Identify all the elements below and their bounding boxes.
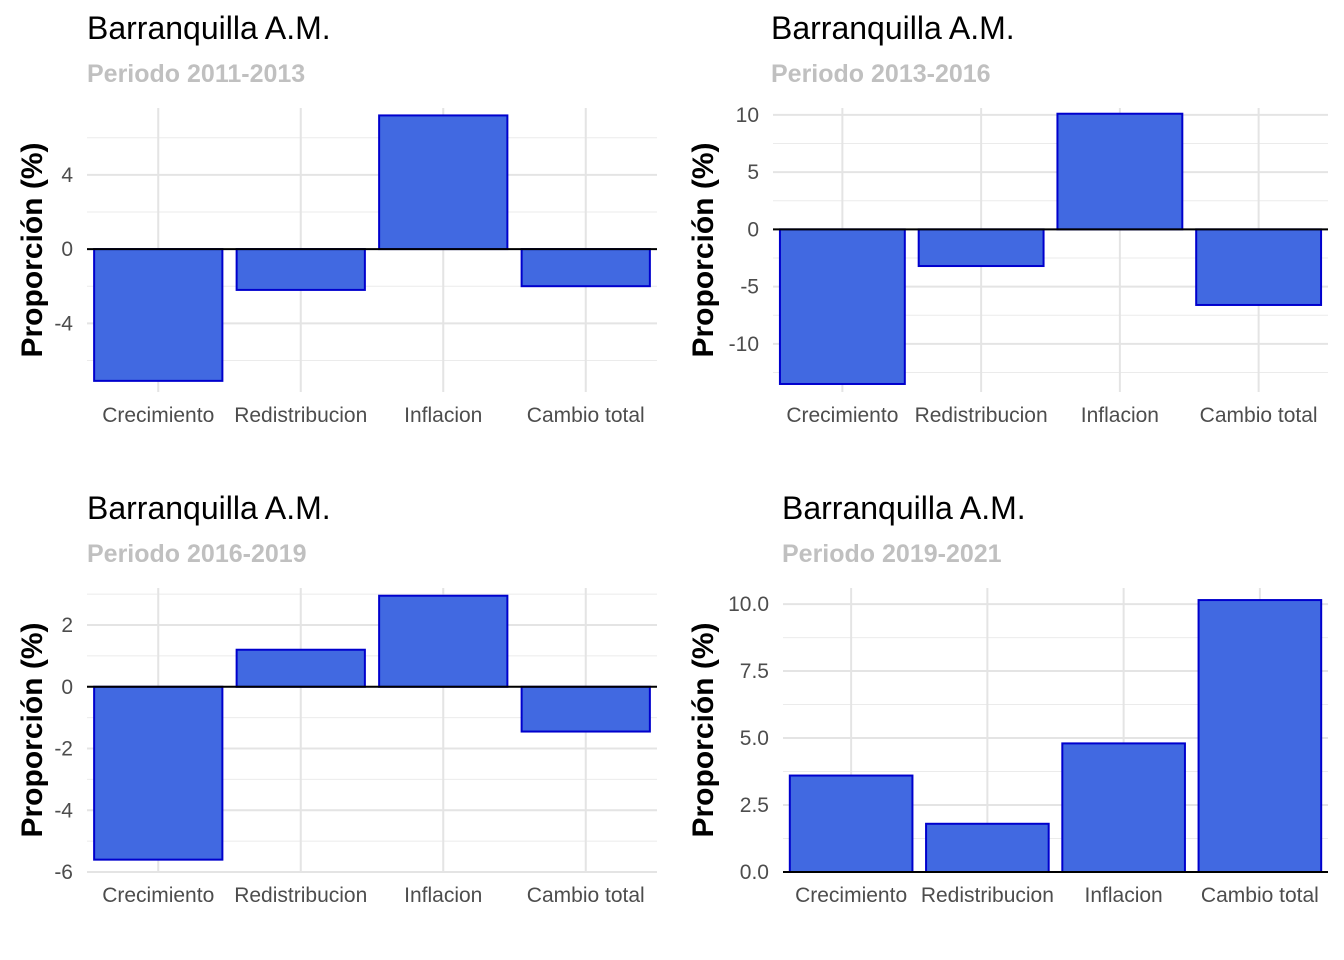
x-tick-label: Crecimiento bbox=[786, 404, 898, 427]
bar bbox=[378, 114, 509, 251]
x-tick-label: Cambio total bbox=[527, 884, 645, 907]
y-tick-label: -4 bbox=[54, 312, 73, 335]
bar bbox=[1061, 742, 1186, 874]
chart-0: -4 0 4 Crecimiento Redistribucion Inflacion Ca… bbox=[16, 108, 657, 427]
y-tick-label: 0 bbox=[61, 238, 73, 261]
bar bbox=[778, 228, 906, 385]
y-tick-label: 5 bbox=[747, 161, 759, 184]
y-tick-label: -4 bbox=[54, 799, 73, 822]
bar bbox=[93, 248, 224, 382]
y-tick-label: 0 bbox=[61, 676, 73, 699]
x-tick-label: Redistribucion bbox=[921, 884, 1054, 907]
y-tick-label: 0 bbox=[747, 218, 759, 241]
bar bbox=[1197, 599, 1323, 873]
y-tick-label: 0.0 bbox=[740, 861, 769, 884]
x-tick-label: Crecimiento bbox=[102, 404, 214, 427]
chart-title: Barranquilla A.M. bbox=[782, 490, 1026, 526]
y-tick-label: 2 bbox=[61, 614, 73, 637]
chart-subtitle: Periodo 2019-2021 bbox=[782, 540, 1002, 568]
x-tick-label: Cambio total bbox=[1200, 404, 1318, 427]
chart-3: 0.0 2.5 5.0 7.5 10.0 Crecimiento Redistribucio… bbox=[687, 588, 1328, 907]
chart-subtitle: Periodo 2011-2013 bbox=[87, 60, 306, 88]
x-tick-label: Inflacion bbox=[404, 404, 482, 427]
chart-2: -6 -4 -2 0 2 Crecimiento Redistribucion Inflaci… bbox=[16, 588, 657, 907]
chart-subtitle: Periodo 2013-2016 bbox=[771, 60, 991, 88]
bar bbox=[925, 822, 1050, 873]
x-tick-label: Redistribucion bbox=[915, 404, 1048, 427]
y-axis-label: Proporción (%) bbox=[687, 623, 720, 838]
x-tick-label: Inflacion bbox=[404, 884, 482, 907]
bar bbox=[1056, 112, 1184, 231]
bar bbox=[235, 648, 366, 688]
x-tick-label: Crecimiento bbox=[102, 884, 214, 907]
y-tick-label: 10.0 bbox=[728, 593, 769, 616]
y-tick-label: 2.5 bbox=[740, 794, 769, 817]
chart-subtitle: Periodo 2016-2019 bbox=[87, 540, 307, 568]
bar bbox=[378, 594, 509, 688]
x-tick-label: Redistribucion bbox=[234, 884, 367, 907]
bar bbox=[520, 685, 651, 733]
chart-title: Barranquilla A.M. bbox=[87, 490, 331, 526]
y-tick-label: 7.5 bbox=[740, 660, 769, 683]
y-tick-label: 10 bbox=[736, 104, 759, 127]
y-tick-label: -5 bbox=[740, 276, 759, 299]
chart-1: -10 -5 0 5 10 Crecimiento Redistribucion Inflac… bbox=[687, 104, 1328, 427]
bar bbox=[520, 248, 651, 288]
x-tick-label: Inflacion bbox=[1085, 884, 1163, 907]
y-axis-label: Proporción (%) bbox=[687, 143, 720, 358]
x-tick-label: Inflacion bbox=[1081, 404, 1159, 427]
y-tick-label: 5.0 bbox=[740, 727, 769, 750]
y-axis-label: Proporción (%) bbox=[16, 623, 49, 838]
y-tick-label: 4 bbox=[61, 164, 73, 187]
x-tick-label: Crecimiento bbox=[795, 884, 907, 907]
bar bbox=[235, 248, 366, 291]
y-tick-label: -6 bbox=[54, 861, 73, 884]
chart-title: Barranquilla A.M. bbox=[771, 10, 1015, 46]
y-tick-label: -2 bbox=[54, 738, 73, 761]
y-axis-label: Proporción (%) bbox=[16, 143, 49, 358]
bar bbox=[917, 228, 1045, 268]
y-tick-label: -10 bbox=[729, 333, 759, 356]
x-tick-label: Redistribucion bbox=[234, 404, 367, 427]
bar bbox=[93, 685, 224, 861]
x-tick-label: Cambio total bbox=[1201, 884, 1319, 907]
bar bbox=[788, 774, 914, 874]
x-tick-label: Cambio total bbox=[527, 404, 645, 427]
chart-title: Barranquilla A.M. bbox=[87, 10, 331, 46]
bar bbox=[1195, 228, 1323, 306]
